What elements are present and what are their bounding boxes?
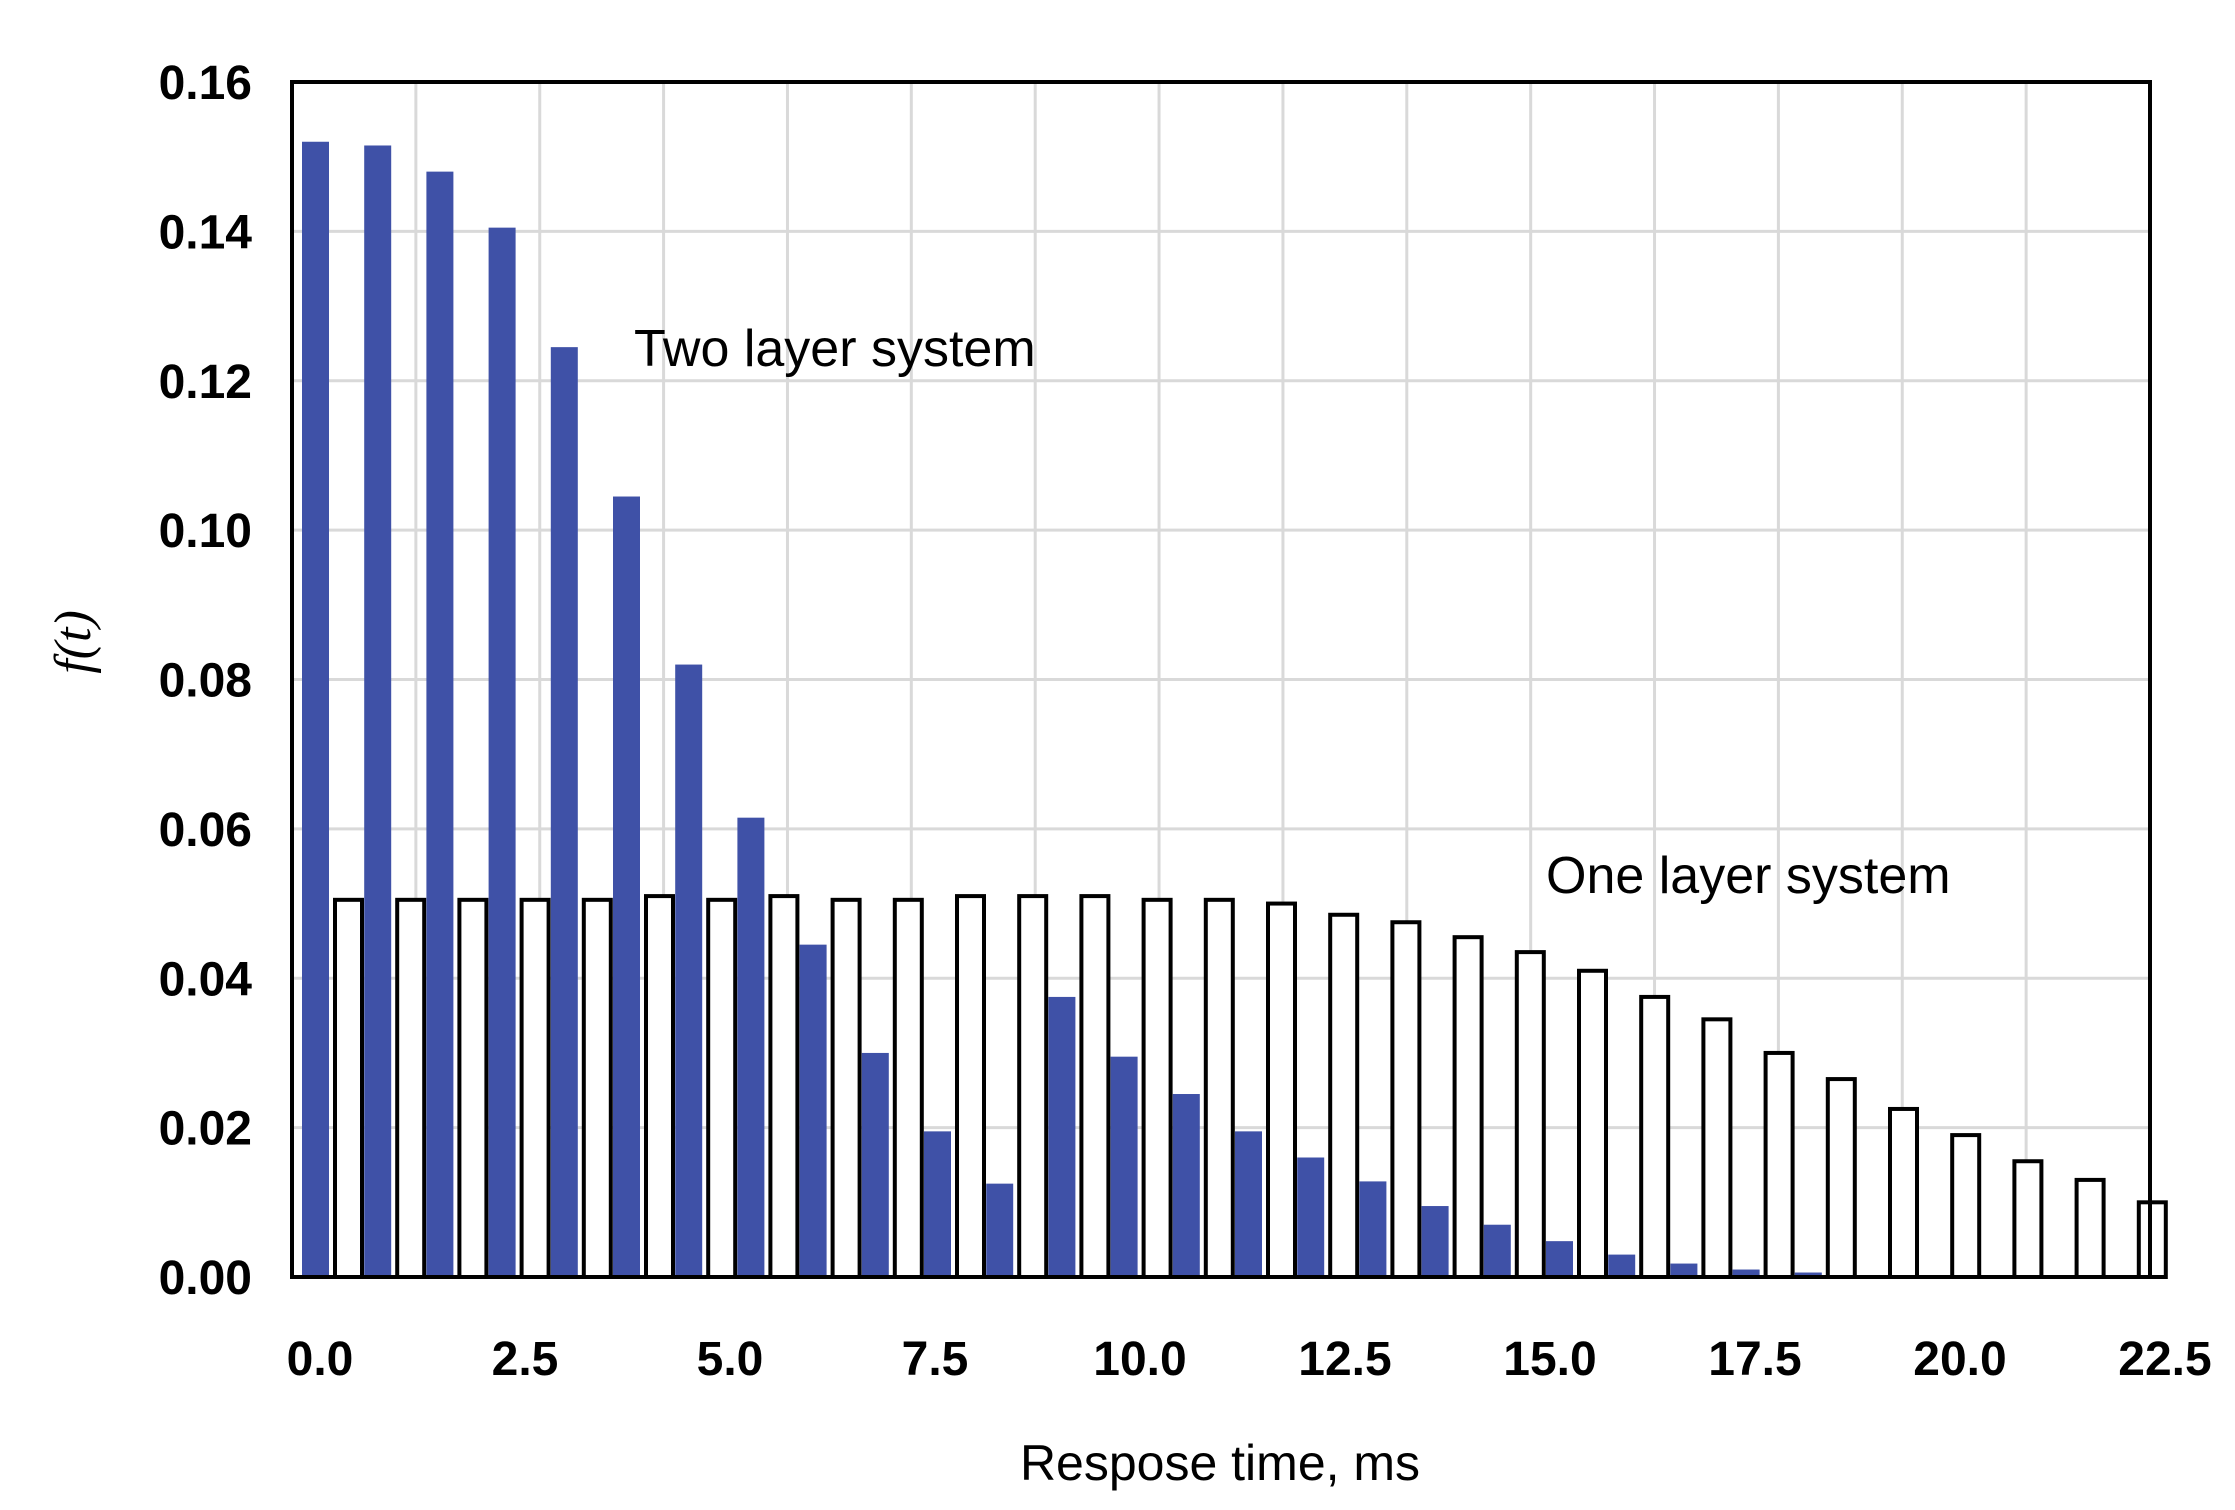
bar-two-layer	[1421, 1206, 1449, 1277]
bar-one-layer	[2074, 1177, 2106, 1279]
y-tick-label: 0.02	[159, 1103, 252, 1156]
bar-one-layer	[519, 897, 551, 1279]
bar-one-layer	[1639, 994, 1671, 1279]
bar-one-layer	[1452, 935, 1484, 1279]
bar-one-layer	[644, 894, 675, 1279]
x-tick-label: 15.0	[1503, 1333, 1596, 1386]
bar-one-layer	[1141, 897, 1173, 1279]
bar-one-layer	[1390, 920, 1422, 1279]
bar-two-layer	[861, 1052, 889, 1277]
bar-two-layer	[1670, 1263, 1698, 1277]
y-tick-label: 0.16	[159, 57, 252, 110]
x-tick-label: 22.5	[2118, 1333, 2211, 1386]
bar-two-layer	[613, 496, 640, 1277]
bar-two-layer	[1048, 996, 1076, 1277]
bar-two-layer	[1235, 1131, 1262, 1277]
bar-two-layer	[1546, 1241, 1573, 1277]
bar-one-layer	[2012, 1159, 2044, 1279]
bar-one-layer	[2136, 1200, 2168, 1279]
y-tick-label: 0.10	[159, 505, 252, 558]
bar-two-layer	[488, 227, 516, 1277]
bar-one-layer	[581, 897, 613, 1279]
bar-one-layer	[457, 897, 489, 1279]
bar-two-layer	[302, 141, 329, 1277]
y-tick-label: 0.06	[159, 804, 252, 857]
bar-one-layer	[1514, 950, 1546, 1279]
y-tick-label: 0.14	[159, 206, 253, 259]
bar-one-layer	[395, 897, 427, 1279]
bar-one-layer	[768, 894, 800, 1279]
bar-two-layer	[675, 664, 703, 1277]
x-tick-label: 0.0	[287, 1333, 354, 1386]
bar-one-layer	[1763, 1050, 1795, 1279]
bar-one-layer	[1079, 894, 1111, 1279]
bar-one-layer	[1888, 1106, 1919, 1279]
y-tick-label: 0.04	[159, 953, 253, 1006]
bar-one-layer	[1328, 912, 1360, 1279]
bar-two-layer	[1297, 1157, 1325, 1277]
y-tick-labels: 0.00 0.02 0.04 0.06 0.08 0.10 0.12 0.14 0.16	[159, 57, 253, 1305]
bars	[302, 141, 2168, 1279]
bar-one-layer	[955, 894, 986, 1279]
plot-border	[290, 80, 2152, 1279]
one-layer-annotation: One layer system	[1546, 847, 1951, 905]
y-tick-label: 0.08	[159, 655, 252, 708]
bar-one-layer	[1701, 1017, 1733, 1279]
bar-two-layer	[986, 1183, 1014, 1277]
bar-one-layer	[830, 897, 862, 1279]
bar-one-layer	[1577, 968, 1608, 1279]
y-axis-title: f(t)	[45, 610, 102, 674]
x-tick-label: 10.0	[1093, 1333, 1186, 1386]
bar-one-layer	[706, 897, 738, 1279]
bar-two-layer	[737, 817, 765, 1277]
bar-one-layer	[1266, 901, 1297, 1279]
bar-two-layer	[364, 145, 392, 1277]
bar-one-layer	[1017, 894, 1049, 1279]
bar-one-layer	[1825, 1077, 1857, 1279]
x-tick-label: 20.0	[1913, 1333, 2006, 1386]
x-tick-label: 12.5	[1298, 1333, 1391, 1386]
x-tick-label: 17.5	[1708, 1333, 1801, 1386]
y-tick-label: 0.12	[159, 356, 252, 409]
x-axis-title: Respose time, ms	[1020, 1435, 1420, 1491]
x-tick-label: 5.0	[697, 1333, 764, 1386]
bar-two-layer	[1359, 1181, 1387, 1277]
two-layer-annotation: Two layer system	[634, 320, 1036, 378]
bar-two-layer	[1608, 1254, 1636, 1277]
y-tick-label: 0.00	[159, 1252, 252, 1305]
x-tick-label: 7.5	[902, 1333, 969, 1386]
bar-two-layer	[1110, 1056, 1138, 1277]
bar-two-layer	[1794, 1272, 1822, 1277]
bar-one-layer	[1950, 1133, 1982, 1279]
bar-two-layer	[426, 171, 454, 1277]
bar-two-layer	[799, 944, 827, 1277]
bar-two-layer	[550, 347, 578, 1277]
x-tick-label: 2.5	[492, 1333, 559, 1386]
bar-one-layer	[1203, 897, 1235, 1279]
bar-two-layer	[1483, 1224, 1511, 1277]
bar-two-layer	[1732, 1269, 1760, 1277]
plot-frame	[290, 80, 2152, 1279]
bar-two-layer	[1172, 1094, 1200, 1277]
bar-one-layer	[892, 897, 924, 1279]
bar-one-layer	[333, 897, 364, 1279]
x-tick-labels: 0.0 2.5 5.0 7.5 10.0 12.5 15.0 17.5 20.0 22.5	[287, 1333, 2212, 1386]
bar-two-layer	[924, 1131, 951, 1277]
